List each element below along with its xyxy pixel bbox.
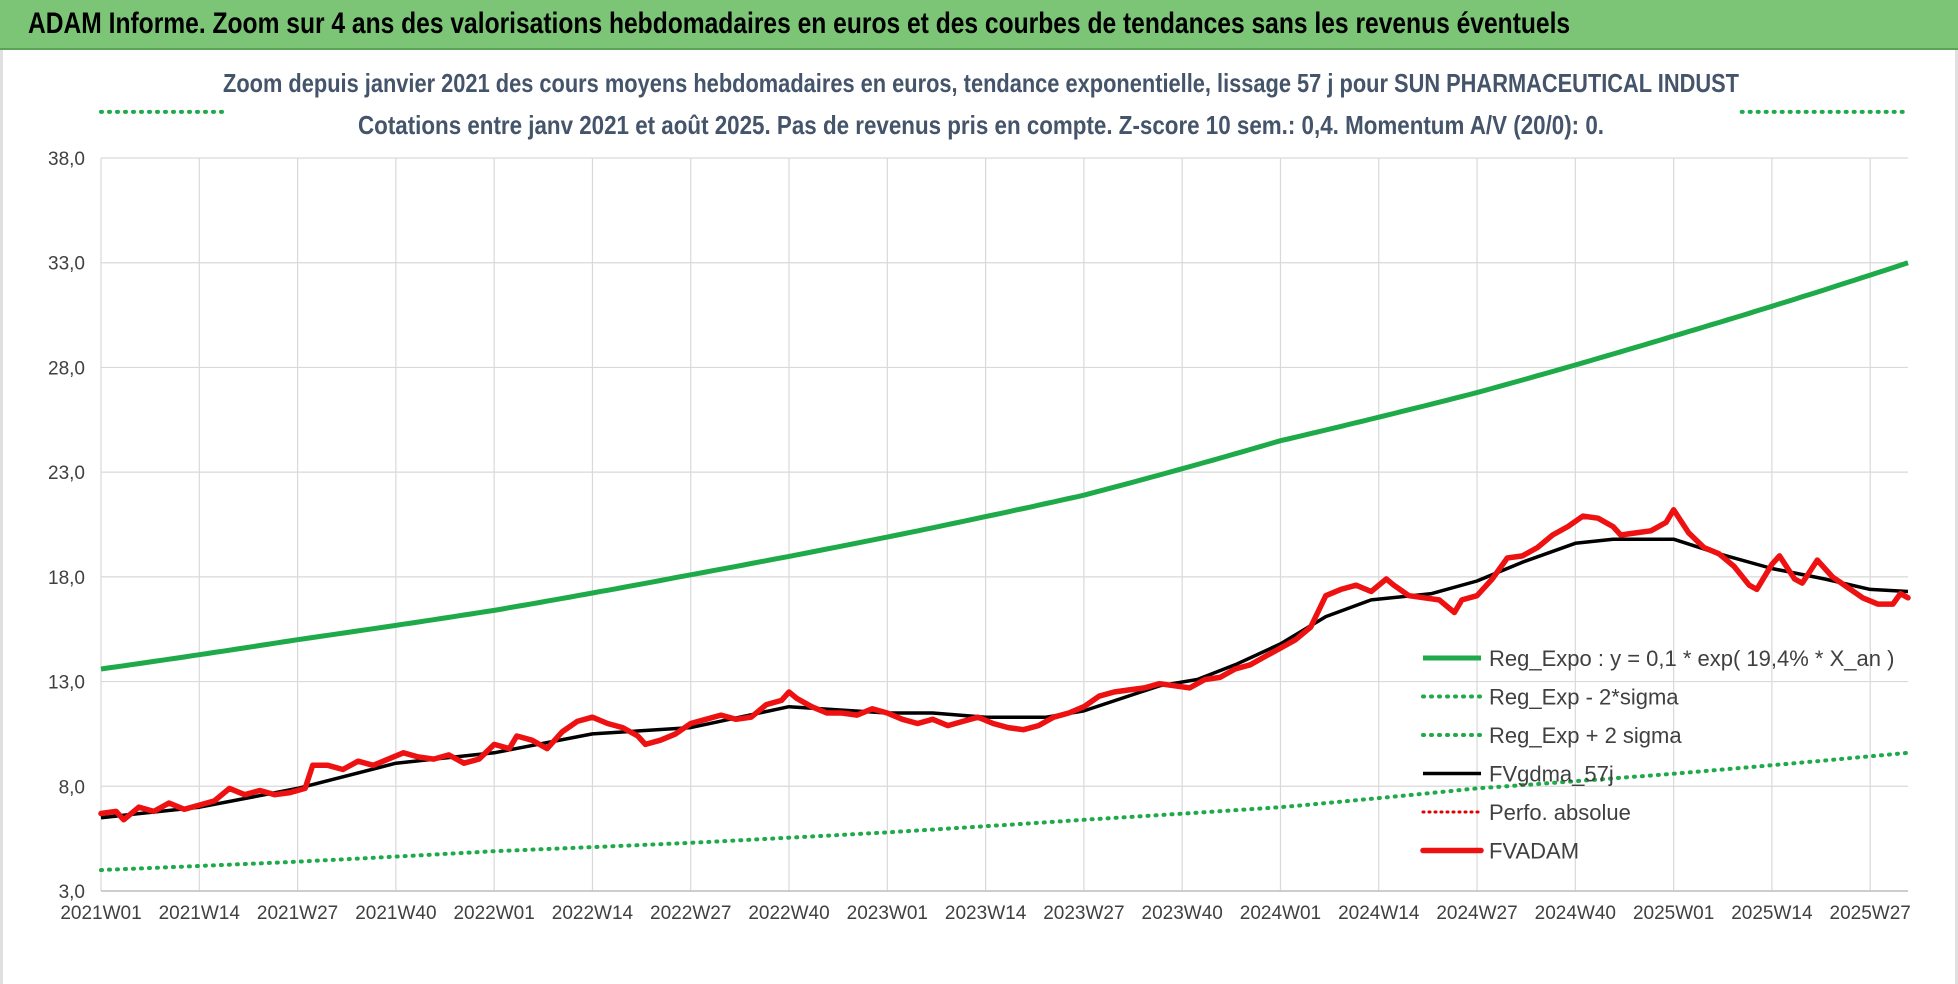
legend-label-plus2: Reg_Exp + 2 sigma — [1489, 723, 1682, 748]
x-tick-label: 2023W14 — [945, 903, 1027, 924]
x-tick-label: 2024W40 — [1535, 903, 1616, 924]
y-tick-label: 8,0 — [59, 777, 85, 798]
legend-label-minus2: Reg_Exp - 2*sigma — [1489, 685, 1679, 710]
x-tick-label: 2021W27 — [257, 903, 338, 924]
x-tick-label: 2021W01 — [60, 903, 141, 924]
chart-title-line1: Zoom depuis janvier 2021 des cours moyen… — [223, 68, 1739, 98]
x-tick-label: 2022W40 — [748, 903, 829, 924]
y-tick-label: 28,0 — [48, 358, 85, 379]
x-tick-label: 2021W40 — [355, 903, 436, 924]
x-tick-label: 2025W27 — [1830, 903, 1911, 924]
x-tick-label: 2024W27 — [1436, 903, 1517, 924]
legend-label-reg_expo: Reg_Expo : y = 0,1 * exp( 19,4% * X_an ) — [1489, 646, 1894, 671]
series-line-fvgdma — [100, 537, 1909, 820]
y-tick-label: 18,0 — [48, 568, 85, 589]
legend-label-fvadam: FVADAM — [1489, 839, 1579, 864]
x-tick-label: 2021W14 — [159, 903, 241, 924]
chart-title-line2: Cotations entre janv 2021 et août 2025. … — [358, 110, 1604, 140]
banner-title: ADAM Informe. Zoom sur 4 ans des valoris… — [28, 7, 1571, 40]
series-line-fvadam — [98, 507, 1911, 823]
x-tick-label: 2025W14 — [1731, 903, 1813, 924]
y-tick-label: 13,0 — [48, 673, 85, 694]
series-lines — [98, 109, 1911, 873]
title-banner: ADAM Informe. Zoom sur 4 ans des valoris… — [0, 0, 1958, 50]
series-line-minus2 — [99, 750, 1910, 873]
x-tick-label: 2024W01 — [1240, 903, 1321, 924]
grid-lines — [100, 157, 1908, 892]
legend-label-perfo: Perfo. absolue — [1489, 800, 1631, 825]
chart-frame: Zoom depuis janvier 2021 des cours moyen… — [0, 50, 1958, 984]
y-tick-label: 38,0 — [48, 149, 85, 170]
y-tick-label: 33,0 — [48, 254, 85, 275]
legend: Reg_Expo : y = 0,1 * exp( 19,4% * X_an )… — [1420, 646, 1894, 864]
x-axis-ticks: 2021W01 2021W14 2021W27 2021W40 2022W01 2022W… — [60, 903, 1911, 924]
legend-label-fvgdma: FVgdma_57j — [1489, 762, 1614, 787]
x-tick-label: 2022W27 — [650, 903, 731, 924]
x-tick-label: 2022W14 — [552, 903, 634, 924]
x-tick-label: 2023W40 — [1142, 903, 1223, 924]
x-tick-label: 2025W01 — [1633, 903, 1714, 924]
y-tick-label: 3,0 — [59, 882, 85, 903]
x-tick-label: 2023W01 — [847, 903, 928, 924]
y-tick-label: 23,0 — [48, 463, 85, 484]
chart-area: Zoom depuis janvier 2021 des cours moyen… — [48, 68, 1911, 924]
y-axis-ticks: 3,0 8,0 13,0 18,0 23,0 28,0 33,0 38,0 — [48, 149, 85, 903]
series-line-reg_expo — [100, 260, 1909, 672]
x-tick-label: 2023W27 — [1043, 903, 1124, 924]
x-tick-label: 2022W01 — [453, 903, 534, 924]
x-tick-label: 2024W14 — [1338, 903, 1420, 924]
